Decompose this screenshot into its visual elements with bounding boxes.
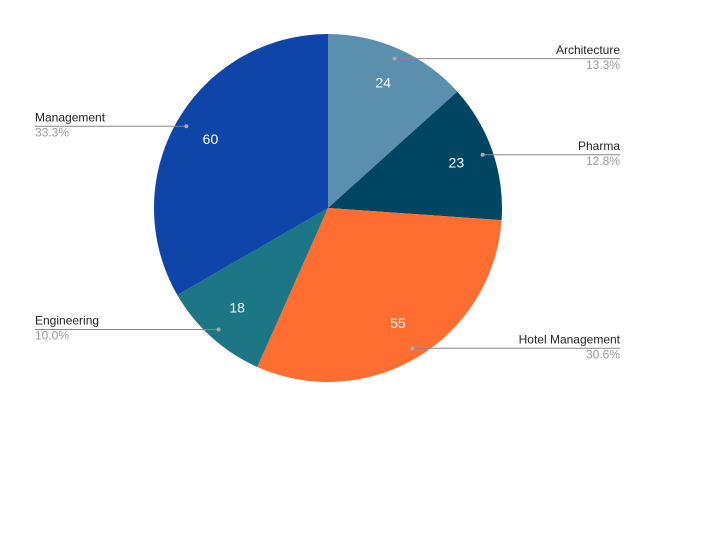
leader-dot xyxy=(480,152,485,157)
pie-slice xyxy=(154,34,328,295)
category-label: Management xyxy=(35,110,106,124)
leader-dot xyxy=(410,346,415,351)
percent-label: 33.3% xyxy=(35,125,69,139)
value-label: 24 xyxy=(375,75,391,91)
pie-slice xyxy=(328,91,502,221)
percent-label: 10.0% xyxy=(35,329,69,343)
percent-label: 13.3% xyxy=(586,58,620,72)
leader-dot xyxy=(184,124,189,129)
value-label: 18 xyxy=(229,300,245,316)
pie-slice xyxy=(257,208,502,382)
category-label: Engineering xyxy=(35,314,99,328)
value-label: 60 xyxy=(203,131,219,147)
pie-slice xyxy=(328,34,458,208)
percent-label: 12.8% xyxy=(586,154,620,168)
category-label: Pharma xyxy=(578,139,620,153)
percent-label: 30.6% xyxy=(586,347,620,361)
leader-dot xyxy=(392,56,397,61)
category-label: Hotel Management xyxy=(519,332,621,346)
pie-slice xyxy=(177,208,328,367)
value-label: 23 xyxy=(449,155,465,171)
value-label: 55 xyxy=(390,315,406,331)
leader-dot xyxy=(216,327,221,332)
category-label: Architecture xyxy=(556,43,620,57)
